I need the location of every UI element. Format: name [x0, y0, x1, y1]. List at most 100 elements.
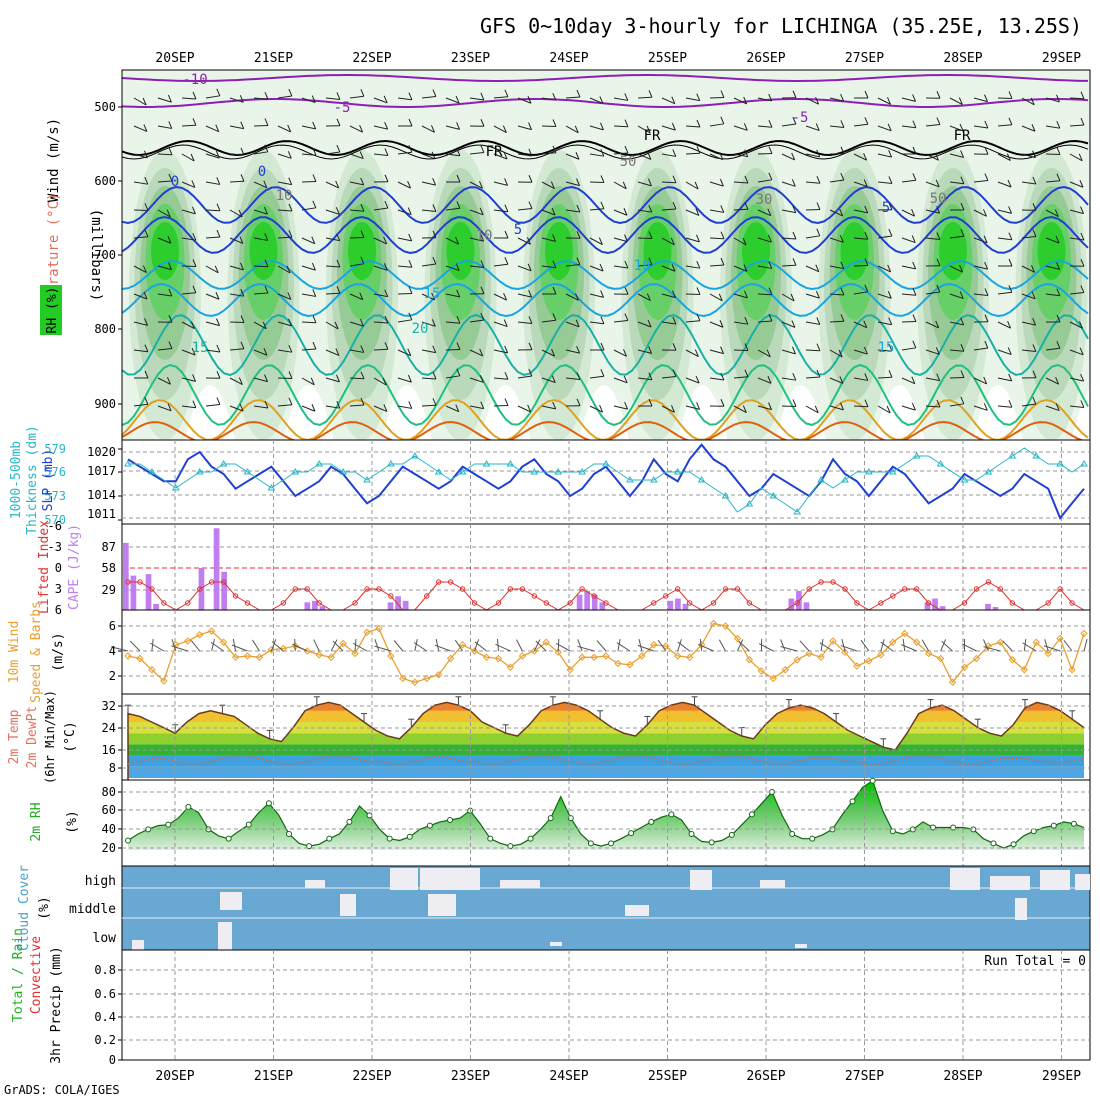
- wind-speed-marker: [650, 641, 658, 649]
- bottom-date-label: 27SEP: [845, 1069, 884, 1084]
- wind-barb: [637, 153, 652, 160]
- wind-barb-feather: [311, 236, 316, 244]
- wind-barb: [925, 181, 940, 188]
- wind-barb-feather: [838, 349, 843, 358]
- wind-barb-feather: [359, 318, 364, 327]
- wind-barb-feather: [886, 405, 891, 414]
- wind-barb-feather: [648, 257, 653, 265]
- wind-barb-feather: [214, 265, 219, 273]
- wind-barb-feather: [622, 181, 627, 189]
- wind-barb: [589, 237, 603, 246]
- thickness-marker: [148, 468, 156, 475]
- tick-label: 579: [44, 442, 66, 456]
- wind-barb-feather: [336, 92, 341, 100]
- contour-line: [121, 74, 1088, 82]
- wind-barb: [925, 349, 940, 355]
- wind-barb-feather: [744, 369, 749, 377]
- wind-barb: [613, 320, 628, 323]
- cape-bar: [221, 571, 227, 610]
- wind-barb-feather: [695, 375, 700, 384]
- li-marker: [854, 600, 860, 606]
- li-marker: [973, 586, 980, 592]
- wind-barb-feather: [864, 205, 869, 214]
- contour-line: [121, 98, 1089, 108]
- wind-barb-feather: [767, 376, 772, 384]
- contour-label: 5: [514, 222, 522, 238]
- wind-barb-feather: [792, 258, 797, 266]
- wind-barb: [205, 349, 220, 353]
- wind-barb-feather: [504, 257, 509, 265]
- wind-barb-feather: [816, 202, 821, 210]
- wind-barb-feather: [216, 318, 220, 326]
- wind-barb: [157, 265, 172, 271]
- wind-barb: [781, 377, 796, 381]
- cloud-gap: [1040, 870, 1070, 890]
- wind-barb: [949, 235, 964, 239]
- wind-barb-feather: [528, 289, 533, 298]
- wind-barb-feather: [432, 204, 437, 212]
- wind-barb: [157, 377, 171, 385]
- wind-barb: [805, 235, 820, 239]
- rh-marker: [809, 835, 816, 842]
- cloud-gap: [550, 942, 562, 946]
- wind-barb-feather: [864, 90, 869, 99]
- wind-barb: [613, 349, 627, 357]
- wind-speed-marker: [1068, 666, 1076, 674]
- wind-barb: [517, 97, 532, 104]
- wind-barb: [181, 377, 196, 382]
- tick-label: 80: [102, 785, 116, 799]
- wind-speed-marker: [291, 642, 300, 650]
- wind-barb-feather: [142, 265, 147, 273]
- wind-speed-marker: [506, 663, 515, 671]
- wind-barb: [541, 319, 556, 323]
- wind-speed-marker: [972, 654, 981, 663]
- wind-barb: [973, 405, 988, 411]
- wind-barb: [474, 639, 480, 652]
- wind-barb-feather: [720, 399, 725, 407]
- wind-speed-marker: [375, 624, 383, 633]
- wind-barb: [133, 349, 148, 353]
- wind-barb-feather: [288, 203, 293, 212]
- rh-marker: [688, 831, 695, 837]
- wind-barb: [301, 97, 316, 104]
- wind-barb: [829, 405, 844, 411]
- wind-barb-feather: [600, 175, 605, 183]
- wind-barb: [1045, 265, 1060, 270]
- contour-label: 15: [878, 340, 895, 356]
- cloud-gap: [795, 944, 807, 948]
- wind-barb-feather: [311, 95, 316, 103]
- temp-band: [128, 766, 1084, 778]
- wind-barb: [613, 405, 628, 410]
- wind-barb: [445, 293, 460, 298]
- wind-barb: [253, 181, 267, 189]
- cloud-gap: [428, 894, 456, 916]
- wind-barb: [1045, 209, 1059, 218]
- wind-barb: [1021, 181, 1036, 185]
- wind-barb: [637, 181, 652, 187]
- wind-barb-feather: [648, 372, 653, 380]
- wind-barb: [205, 153, 220, 159]
- wind-barb: [901, 265, 916, 270]
- wind-barb-feather: [695, 208, 700, 216]
- wind-barb-feather: [336, 233, 341, 241]
- wind-barb-feather: [1080, 373, 1085, 382]
- wind-barb: [181, 124, 197, 127]
- wind-barb: [709, 153, 723, 161]
- wind-barb-feather: [840, 314, 845, 322]
- wind-speed-marker: [363, 628, 371, 636]
- wind-barb-feather: [287, 151, 292, 159]
- contour-label: 15: [424, 286, 441, 302]
- wind-barb-feather: [240, 174, 245, 182]
- wind-speed-marker: [195, 631, 204, 639]
- wind-barb-feather: [815, 290, 820, 299]
- wind-barb-feather: [1008, 206, 1013, 214]
- wind-barb: [445, 125, 460, 130]
- thickness-marker: [936, 460, 945, 467]
- wind-barb-feather: [456, 368, 461, 377]
- thickness-marker: [697, 476, 706, 483]
- wind-barb-feather: [720, 116, 725, 125]
- wind-barb: [997, 209, 1012, 214]
- wind-barb: [880, 641, 894, 652]
- tick-label: 600: [94, 174, 116, 188]
- wind-barb-feather: [1080, 400, 1085, 408]
